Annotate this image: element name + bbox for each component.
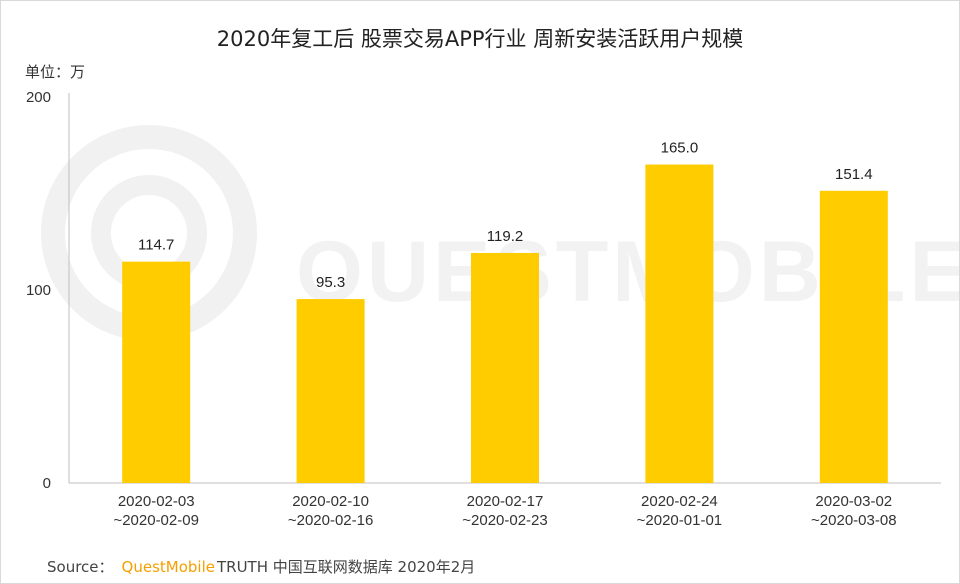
bar xyxy=(122,261,191,483)
bar xyxy=(296,299,365,483)
bar-value-label: 165.0 xyxy=(661,140,699,157)
x-tick-label: 2020-02-03 xyxy=(118,493,195,510)
chart-title: 2020年复工后 股票交易APP行业 周新安装活跃用户规模 xyxy=(216,27,744,51)
source-line: Source： QuestMobile TRUTH 中国互联网数据库 2020年2月 xyxy=(47,556,475,577)
x-tick-label: ~2020-02-23 xyxy=(462,512,548,529)
bar-value-label: 119.2 xyxy=(487,228,523,245)
x-tick-label: ~2020-01-01 xyxy=(637,512,723,529)
bar xyxy=(471,252,539,483)
bars xyxy=(122,164,888,484)
bar-value-label: 95.3 xyxy=(316,274,345,291)
bar-value-label: 114.7 xyxy=(138,237,174,254)
y-tick-label: 200 xyxy=(26,89,51,106)
source-rest: TRUTH 中国互联网数据库 2020年2月 xyxy=(216,558,476,576)
x-tick-label: 2020-03-02 xyxy=(815,493,892,510)
bar xyxy=(645,164,714,484)
source-brand: QuestMobile xyxy=(121,558,215,576)
unit-label: 单位：万 xyxy=(25,63,86,81)
x-tick-label: 2020-02-10 xyxy=(292,493,369,510)
y-tick-label: 0 xyxy=(43,475,51,492)
bar-value-label: 151.4 xyxy=(835,166,873,183)
x-tick-label: ~2020-02-09 xyxy=(113,512,199,529)
bar xyxy=(819,190,888,483)
labels: 114.7 2020-02-03 ~2020-02-09 95.3 2020-02-10… xyxy=(113,140,896,529)
y-tick-label: 100 xyxy=(26,282,51,299)
x-tick-label: 2020-02-17 xyxy=(467,493,544,510)
x-tick-label: ~2020-03-08 xyxy=(811,512,897,529)
x-tick-label: ~2020-02-16 xyxy=(288,512,374,529)
x-tick-label: 2020-02-24 xyxy=(641,493,718,510)
source-prefix: Source： xyxy=(47,558,114,576)
